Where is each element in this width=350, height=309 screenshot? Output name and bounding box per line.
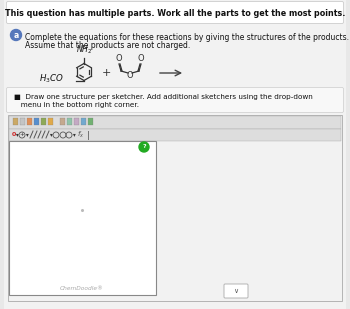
Text: ▾: ▾ — [50, 133, 53, 138]
Bar — [9, 129, 341, 141]
Text: Complete the equations for these reactions by giving the structures of the produ: Complete the equations for these reactio… — [25, 33, 349, 42]
Bar — [34, 118, 39, 125]
FancyBboxPatch shape — [224, 284, 248, 298]
Text: O: O — [138, 54, 144, 63]
Text: O: O — [127, 70, 133, 79]
Text: ?: ? — [142, 145, 146, 150]
Bar — [20, 118, 25, 125]
Text: $f_x$: $f_x$ — [77, 130, 84, 140]
Text: ▾: ▾ — [16, 133, 19, 138]
FancyBboxPatch shape — [7, 2, 343, 23]
Text: 0: 0 — [12, 133, 16, 138]
Bar — [8, 115, 342, 301]
Bar — [13, 118, 18, 125]
Circle shape — [10, 29, 21, 40]
Text: a: a — [13, 31, 19, 40]
Text: ▾: ▾ — [73, 133, 76, 138]
Text: $NH_2$: $NH_2$ — [76, 43, 92, 56]
Bar — [74, 118, 79, 125]
Text: ■  Draw one structure per sketcher. Add additional sketchers using the drop-down: ■ Draw one structure per sketcher. Add a… — [14, 94, 313, 100]
Bar — [48, 118, 53, 125]
Bar — [88, 118, 93, 125]
Text: ChemDoodle®: ChemDoodle® — [60, 286, 104, 290]
Text: +: + — [101, 68, 111, 78]
Text: +: + — [20, 133, 25, 138]
Circle shape — [139, 142, 149, 152]
Bar — [67, 118, 72, 125]
Bar — [81, 118, 86, 125]
Text: |: | — [87, 130, 90, 139]
Text: Assume that the products are not charged.: Assume that the products are not charged… — [25, 41, 190, 50]
Bar — [9, 141, 156, 295]
Bar — [41, 118, 46, 125]
FancyBboxPatch shape — [7, 87, 343, 112]
Text: ∨: ∨ — [233, 288, 239, 294]
Text: $H_3CO$: $H_3CO$ — [39, 73, 64, 85]
Text: ▾: ▾ — [26, 133, 29, 138]
Text: O: O — [116, 54, 122, 63]
Bar — [9, 116, 341, 129]
Text: menu in the bottom right corner.: menu in the bottom right corner. — [14, 102, 139, 108]
Text: This question has multiple parts. Work all the parts to get the most points.: This question has multiple parts. Work a… — [5, 9, 345, 18]
Bar — [27, 118, 32, 125]
Bar — [60, 118, 65, 125]
